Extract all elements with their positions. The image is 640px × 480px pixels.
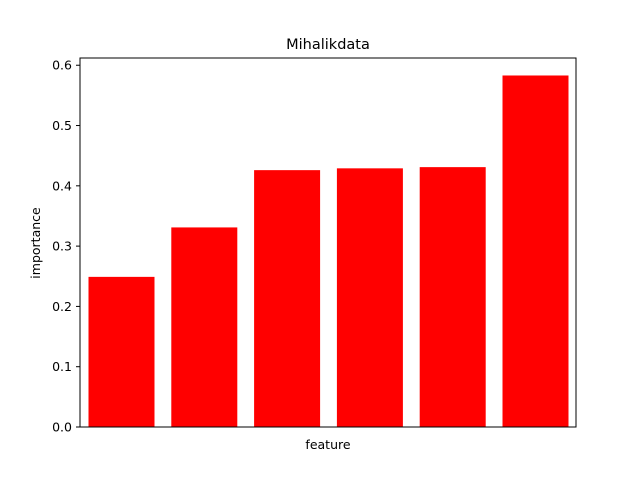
y-tick-label: 0.6 <box>52 58 72 73</box>
y-tick-label: 0.1 <box>52 359 72 374</box>
chart-title: Mihalikdata <box>286 37 370 53</box>
plot-frame <box>79 57 577 428</box>
y-tick-label: 0.3 <box>52 239 72 254</box>
bar <box>419 167 486 427</box>
y-tick-label: 0.4 <box>52 178 72 193</box>
y-tick-label: 0.0 <box>52 420 72 435</box>
bar <box>336 168 403 427</box>
bar <box>88 276 155 427</box>
bar <box>502 75 569 427</box>
bar <box>171 227 238 427</box>
bar <box>254 170 321 427</box>
bars-group <box>88 75 569 427</box>
y-axis: 0.0 0.1 0.2 0.3 0.4 0.5 0.6 <box>52 58 80 435</box>
y-tick-label: 0.2 <box>52 299 72 314</box>
x-axis-label: feature <box>305 437 350 452</box>
y-axis-label: importance <box>28 207 43 279</box>
y-tick-label: 0.5 <box>52 118 72 133</box>
